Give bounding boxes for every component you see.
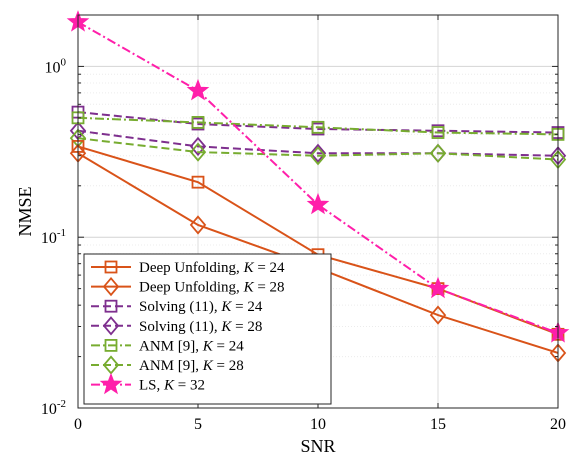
y-tick-base: 10 bbox=[41, 401, 57, 418]
y-tick-exponent: -2 bbox=[57, 398, 66, 410]
series-line bbox=[77, 116, 559, 136]
legend-label-k-value: 24 bbox=[229, 338, 245, 354]
star-marker bbox=[99, 372, 123, 395]
square-marker bbox=[431, 126, 445, 139]
diamond-marker bbox=[429, 143, 447, 163]
square-marker bbox=[191, 116, 205, 129]
y-tick-exponent: -1 bbox=[57, 227, 66, 239]
y-tick-label: 10-1 bbox=[41, 227, 66, 247]
legend-label: ANM [9], K = 24 bbox=[139, 338, 244, 354]
legend-label-equals: = bbox=[254, 260, 270, 276]
legend-label-equals: = bbox=[231, 299, 247, 315]
legend-label-k-symbol: K bbox=[163, 378, 175, 394]
legend-label-equals: = bbox=[254, 280, 270, 296]
x-tick-label: 0 bbox=[74, 416, 82, 433]
y-tick-base: 10 bbox=[45, 59, 61, 76]
legend-label-k-value: 28 bbox=[247, 319, 262, 335]
legend-label-k-value: 24 bbox=[270, 260, 286, 276]
legend-label: Solving (11), K = 28 bbox=[139, 319, 262, 335]
diamond-marker bbox=[189, 215, 207, 235]
diamond-marker bbox=[102, 276, 120, 297]
series-5 bbox=[69, 128, 567, 170]
y-tick-label: 10-2 bbox=[41, 398, 66, 418]
x-axis-title: SNR bbox=[300, 436, 335, 456]
square-marker bbox=[191, 175, 205, 189]
legend-label: LS, K = 32 bbox=[139, 378, 205, 394]
legend-label: ANM [9], K = 28 bbox=[139, 358, 244, 374]
diamond-marker bbox=[309, 143, 327, 163]
series-line bbox=[77, 21, 559, 334]
x-tick-label: 5 bbox=[194, 416, 202, 433]
legend-label-k-symbol: K bbox=[243, 260, 255, 276]
y-tick-exponent: 0 bbox=[61, 56, 67, 68]
legend-entry: ANM [9], K = 28 bbox=[91, 355, 244, 375]
legend-label: Deep Unfolding, K = 28 bbox=[139, 280, 285, 296]
star-marker bbox=[186, 78, 210, 101]
diamond-marker bbox=[309, 146, 327, 166]
legend-box bbox=[83, 253, 332, 405]
series-line bbox=[77, 111, 559, 134]
legend-label-prefix: ANM [9], bbox=[139, 358, 203, 374]
square-marker bbox=[104, 299, 118, 313]
legend-label: Deep Unfolding, K = 24 bbox=[139, 260, 285, 276]
x-tick-label: 15 bbox=[430, 416, 446, 433]
star-marker bbox=[426, 276, 450, 299]
legend-label-k-value: 28 bbox=[270, 280, 285, 296]
legend-entry: Deep Unfolding, K = 28 bbox=[91, 276, 285, 297]
diamond-marker bbox=[189, 136, 207, 157]
diamond-marker bbox=[102, 316, 120, 336]
legend-entry: Deep Unfolding, K = 24 bbox=[91, 260, 285, 276]
legend-entry: Solving (11), K = 24 bbox=[91, 299, 263, 315]
series-line bbox=[77, 129, 559, 157]
legend-label-prefix: ANM [9], bbox=[139, 338, 203, 354]
legend-label-prefix: Solving (11), bbox=[139, 299, 221, 315]
diamond-marker bbox=[189, 142, 207, 162]
legend-label-equals: = bbox=[213, 338, 229, 354]
legend-label-prefix: LS, bbox=[139, 378, 164, 394]
y-tick-label: 100 bbox=[45, 56, 67, 76]
legend-label-k-symbol: K bbox=[202, 358, 214, 374]
square-marker bbox=[311, 120, 325, 134]
legend-entry: ANM [9], K = 24 bbox=[91, 338, 244, 354]
legend-label-k-value: 24 bbox=[247, 299, 263, 315]
y-tick-base: 10 bbox=[41, 230, 57, 247]
y-axis-title: NMSE bbox=[15, 186, 35, 236]
legend-label: Solving (11), K = 24 bbox=[139, 299, 263, 315]
square-marker bbox=[104, 260, 118, 274]
legend-label-equals: = bbox=[213, 358, 229, 374]
legend-label-k-symbol: K bbox=[243, 280, 255, 296]
series-layer bbox=[66, 10, 570, 363]
x-tick-label: 20 bbox=[550, 416, 566, 433]
series-line bbox=[77, 137, 559, 161]
legend-label-equals: = bbox=[231, 319, 247, 335]
legend-label-k-value: 32 bbox=[190, 378, 205, 394]
legend-label-prefix: Solving (11), bbox=[139, 319, 221, 335]
legend-label-k-symbol: K bbox=[220, 319, 232, 335]
legend-label-k-symbol: K bbox=[220, 299, 232, 315]
legend-label-k-symbol: K bbox=[202, 338, 214, 354]
legend-entry: Solving (11), K = 28 bbox=[91, 316, 262, 336]
legend-label-prefix: Deep Unfolding, bbox=[139, 260, 244, 276]
legend-entry: LS, K = 32 bbox=[91, 372, 205, 395]
legend-label-k-value: 28 bbox=[229, 358, 244, 374]
star-marker bbox=[306, 192, 330, 215]
legend-label-prefix: Deep Unfolding, bbox=[139, 280, 244, 296]
square-marker bbox=[104, 338, 118, 352]
diamond-marker bbox=[429, 305, 447, 325]
x-tick-label: 10 bbox=[310, 416, 326, 433]
legend-label-equals: = bbox=[174, 378, 190, 394]
